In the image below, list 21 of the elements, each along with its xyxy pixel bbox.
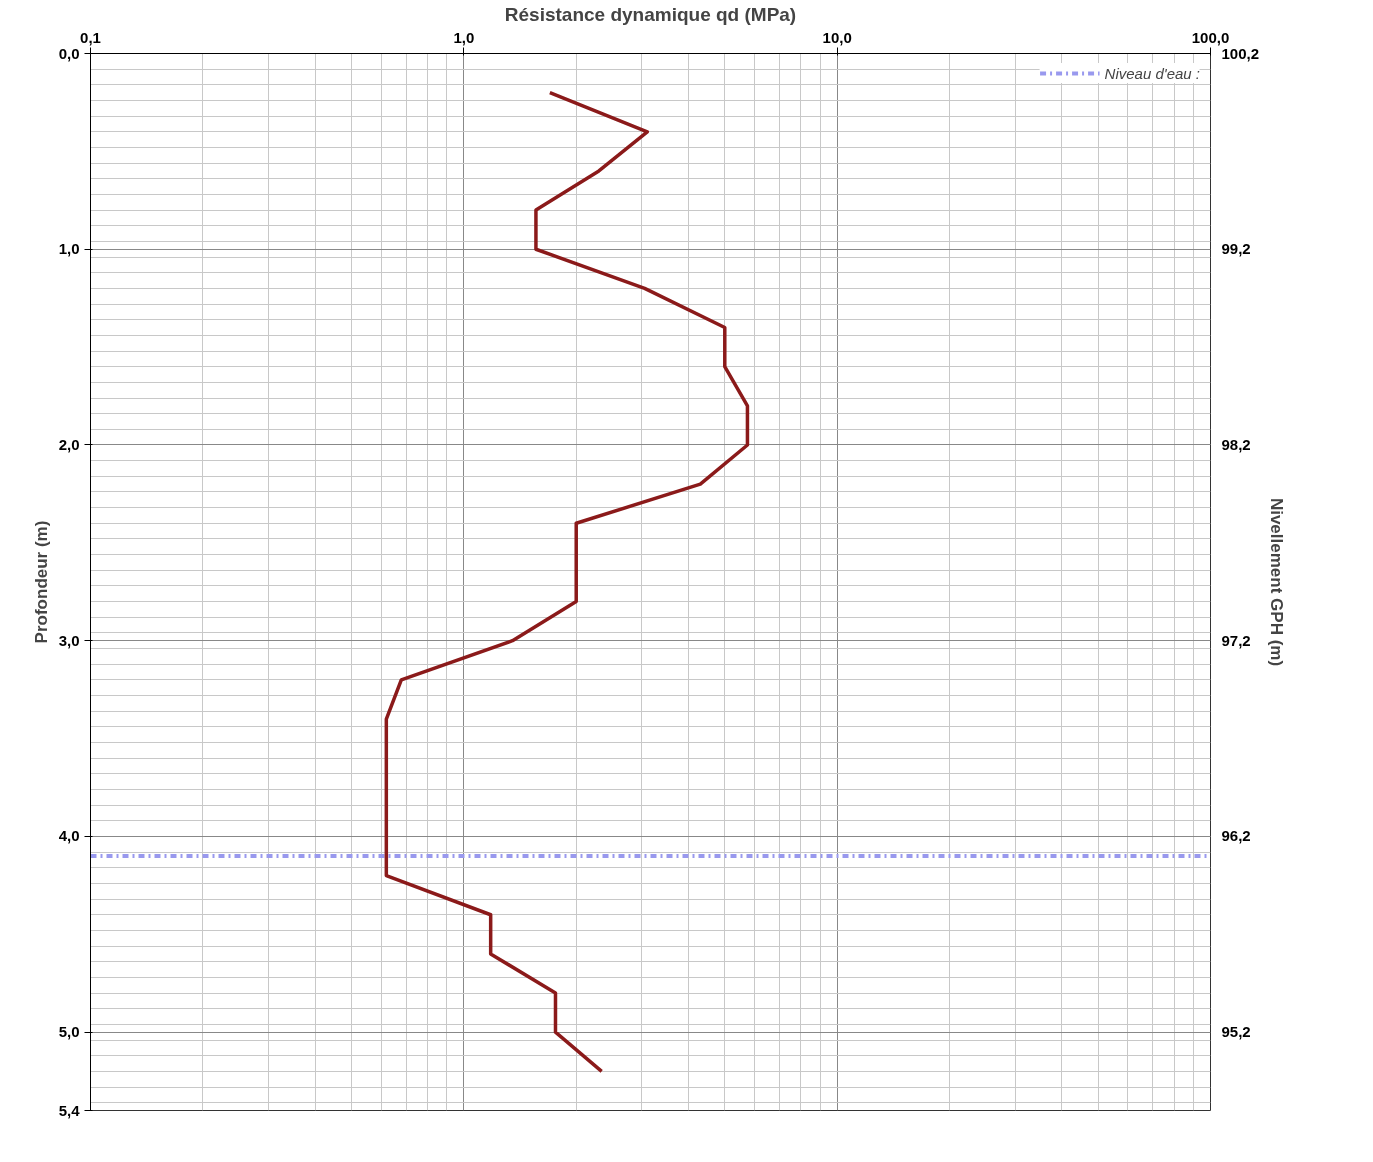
y-tick-label: 4,0 xyxy=(58,827,80,845)
y-tick-label: 1,0 xyxy=(58,240,80,258)
y2-tick-label: 97,2 xyxy=(1221,631,1251,649)
y-tick-label: 3,0 xyxy=(58,631,80,649)
y2-tick-label: 95,2 xyxy=(1221,1023,1251,1041)
y2-axis-title: Nivellement GPH (m) xyxy=(1267,497,1287,667)
y2-tick-label: 96,2 xyxy=(1221,827,1251,845)
x-axis-title: Résistance dynamique qd (MPa) xyxy=(504,3,797,25)
y2-tick-label: 98,2 xyxy=(1221,435,1251,453)
y-tick-label: 5,0 xyxy=(58,1023,80,1041)
y-tick-label: 2,0 xyxy=(58,435,80,453)
x-tick-label: 100,0 xyxy=(1191,28,1230,46)
x-tick-label: 0,1 xyxy=(80,28,101,46)
y-axis-title: Profondeur (m) xyxy=(31,520,51,644)
y-tick-label: 0,0 xyxy=(58,44,80,62)
y2-tick-label: 100,2 xyxy=(1221,44,1260,62)
y-tick-label: 5,4 xyxy=(58,1101,81,1119)
y2-tick-label: 99,2 xyxy=(1221,240,1251,258)
x-tick-label: 1,0 xyxy=(453,28,475,46)
x-tick-label: 10,0 xyxy=(822,28,852,46)
legend-label: Niveau d'eau : xyxy=(1104,64,1200,82)
